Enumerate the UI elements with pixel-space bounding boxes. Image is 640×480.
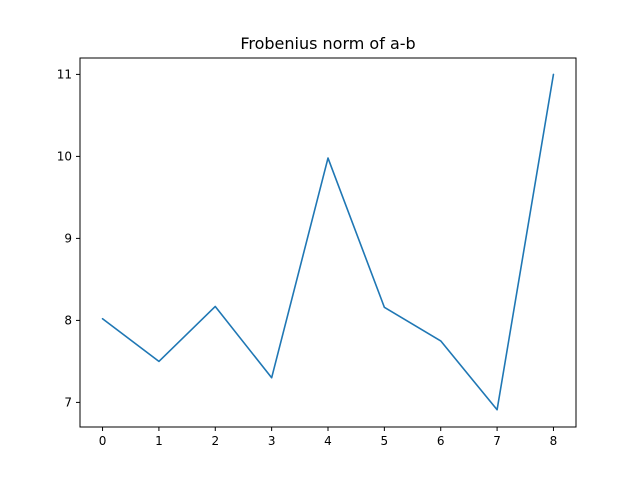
- chart-title: Frobenius norm of a-b: [240, 34, 415, 53]
- x-tick-label: 6: [437, 434, 445, 448]
- y-tick-label: 8: [64, 313, 72, 327]
- series-line: [101, 73, 555, 411]
- x-tick-label: 7: [493, 434, 501, 448]
- x-tick-label: 0: [99, 434, 107, 448]
- y-tick-label: 7: [64, 395, 72, 409]
- x-tick-label: 8: [550, 434, 558, 448]
- y-tick-label: 11: [57, 67, 72, 81]
- x-tick-label: 3: [268, 434, 276, 448]
- plot-area: [101, 73, 555, 411]
- axes-frame: [79, 57, 577, 428]
- y-tick-label: 10: [57, 149, 72, 163]
- x-tick-label: 2: [211, 434, 219, 448]
- y-tick-label: 9: [64, 231, 72, 245]
- x-tick-label: 1: [155, 434, 163, 448]
- x-tick-label: 4: [324, 434, 332, 448]
- x-tick-label: 5: [381, 434, 389, 448]
- ticks-layer: 0 1 2 3 4 5 6 7 8 7 8 9 10 11: [57, 67, 558, 448]
